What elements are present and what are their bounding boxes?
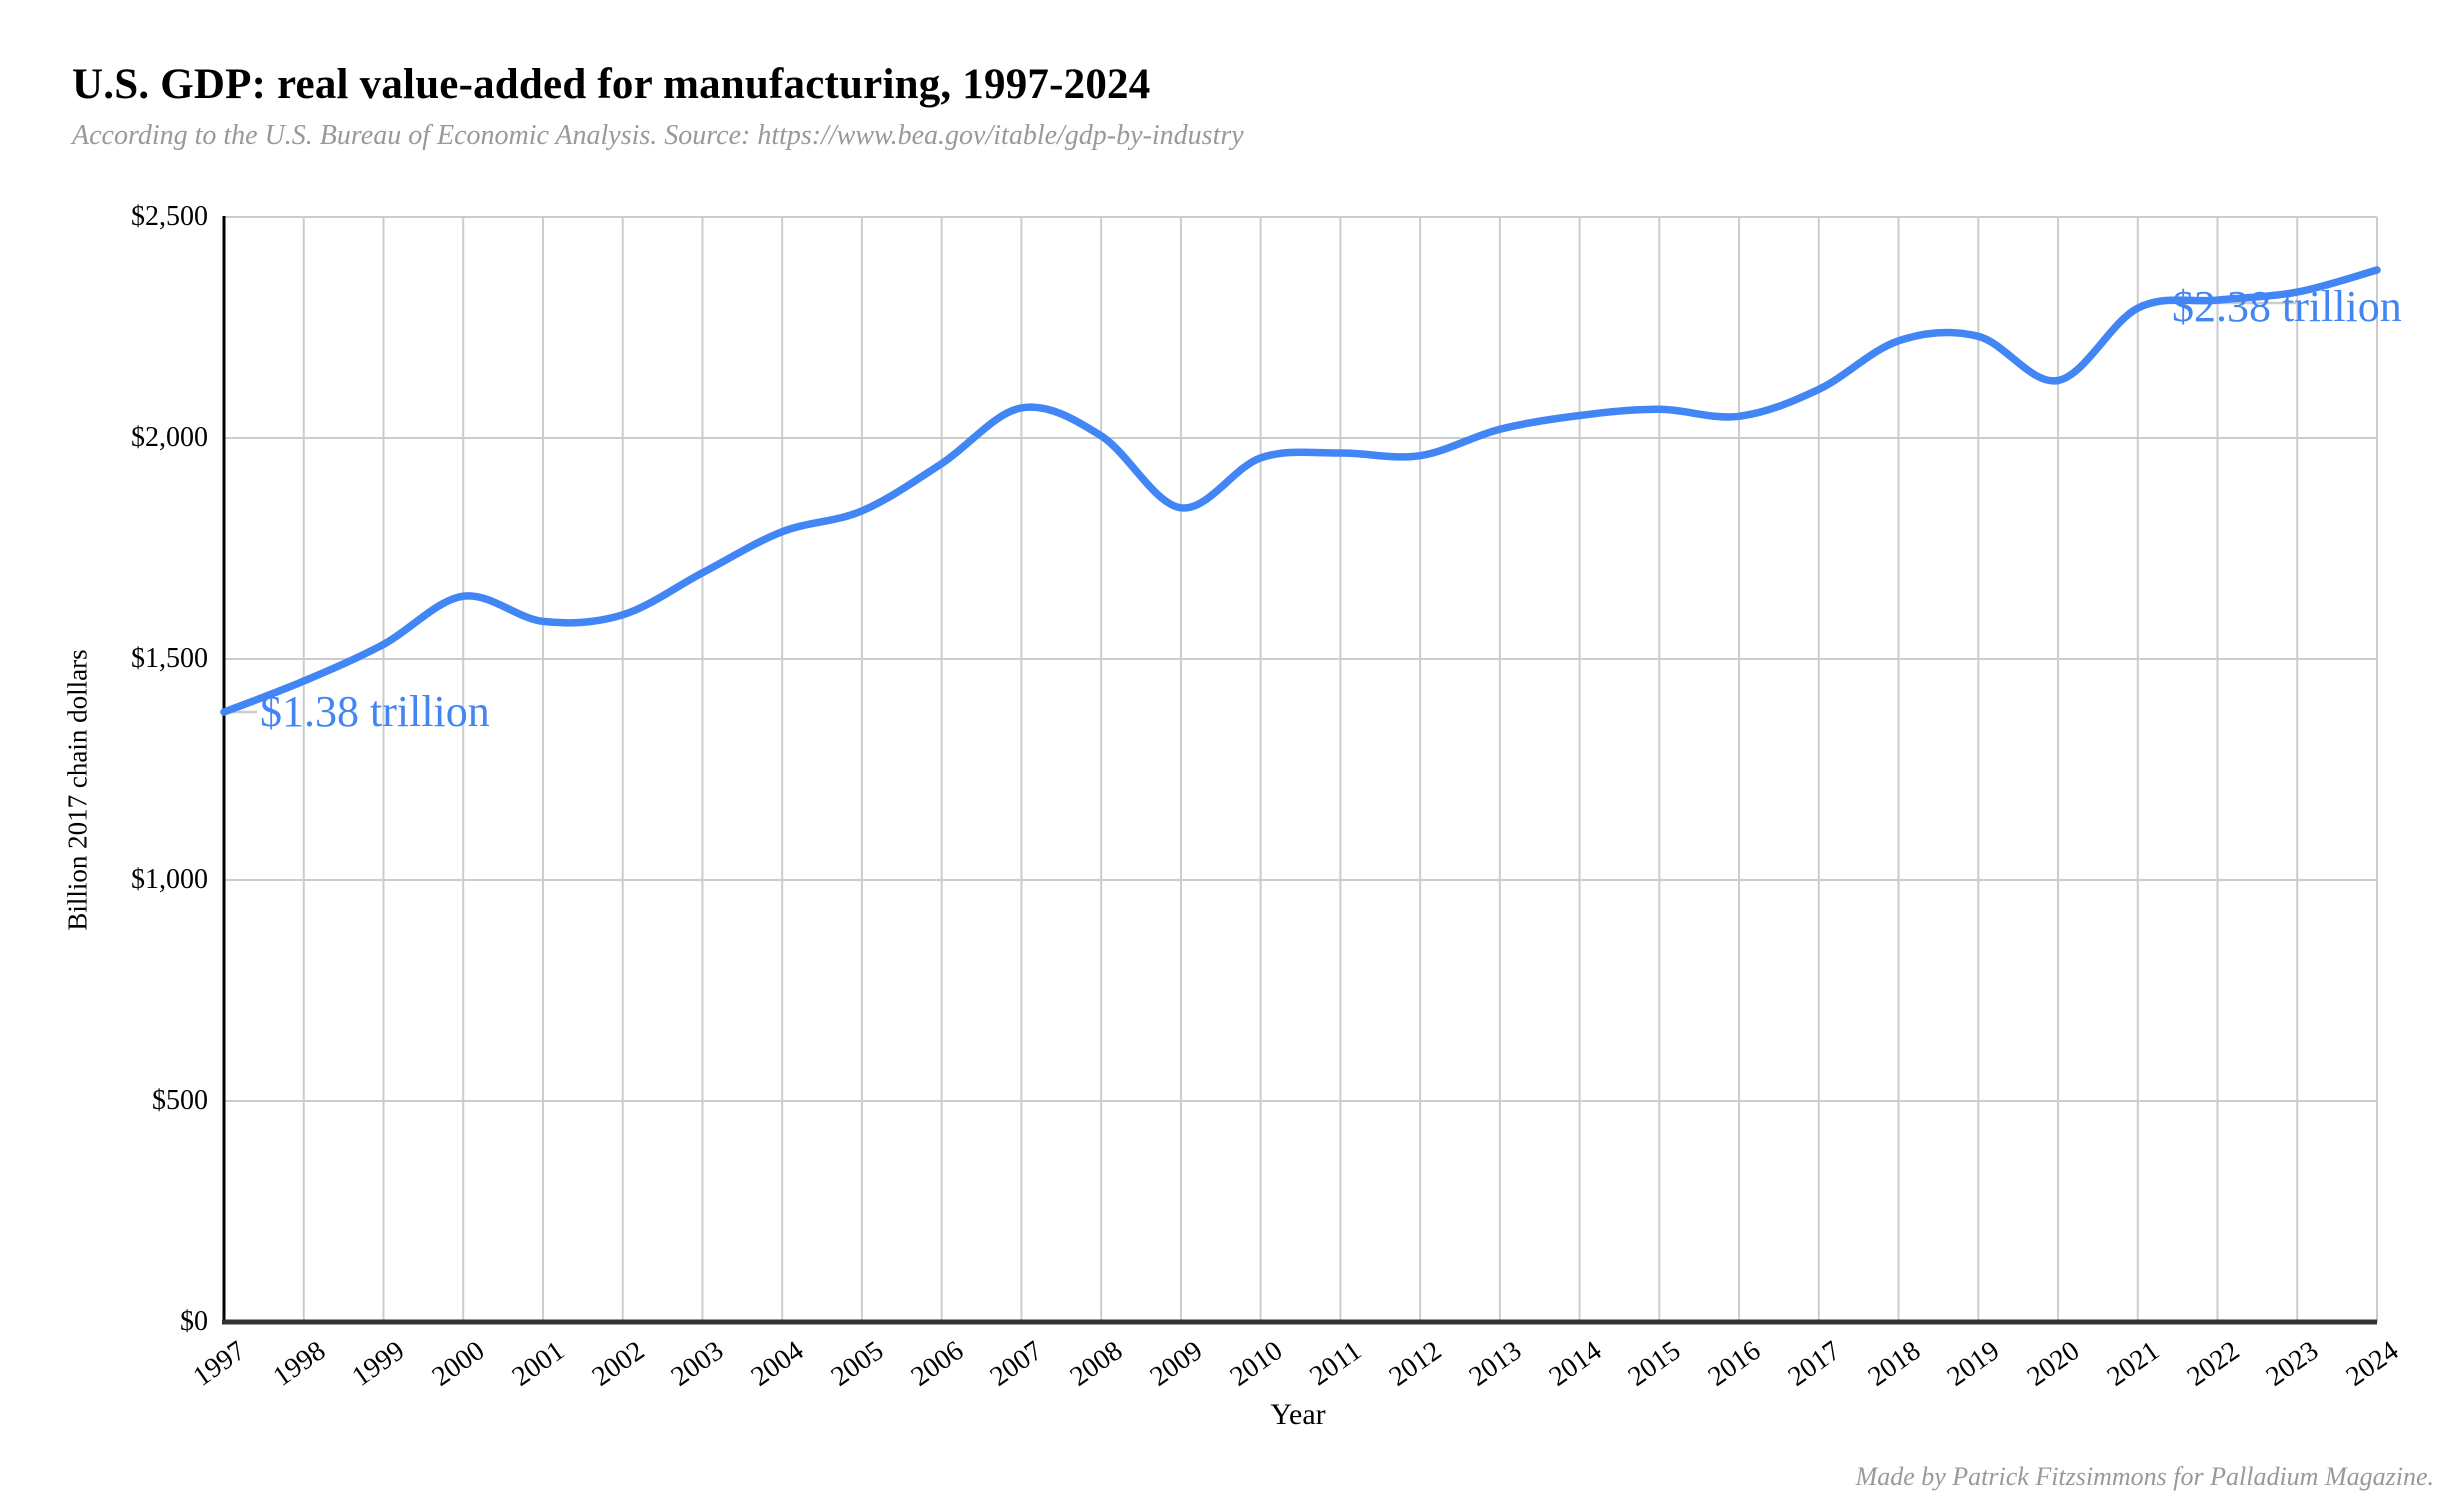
annotation-end-value: $2.38 trillion [2172,282,2402,332]
annotation-leader-lines [229,301,2298,714]
chart-title: U.S. GDP: real value-added for manufactu… [72,61,1151,108]
gdp-line-series [220,266,2381,716]
annotation-start-value: $1.38 trillion [260,687,490,737]
y-axis-title: Billion 2017 chain dollars [62,649,93,931]
x-axis-title: Year [1270,1398,1326,1431]
y-tick-label: $1,000 [131,864,208,895]
y-tick-label: $500 [152,1085,208,1116]
y-tick-label: $0 [180,1306,208,1337]
chart-credit: Made by Patrick Fitzsimmons for Palladiu… [1855,1462,2434,1491]
y-tick-label: $2,500 [131,201,208,232]
grid-lines [224,216,2378,1322]
y-tick-label: $1,500 [131,643,208,674]
chart-subtitle: According to the U.S. Bureau of Economic… [72,120,1244,151]
y-tick-label: $2,000 [131,422,208,453]
